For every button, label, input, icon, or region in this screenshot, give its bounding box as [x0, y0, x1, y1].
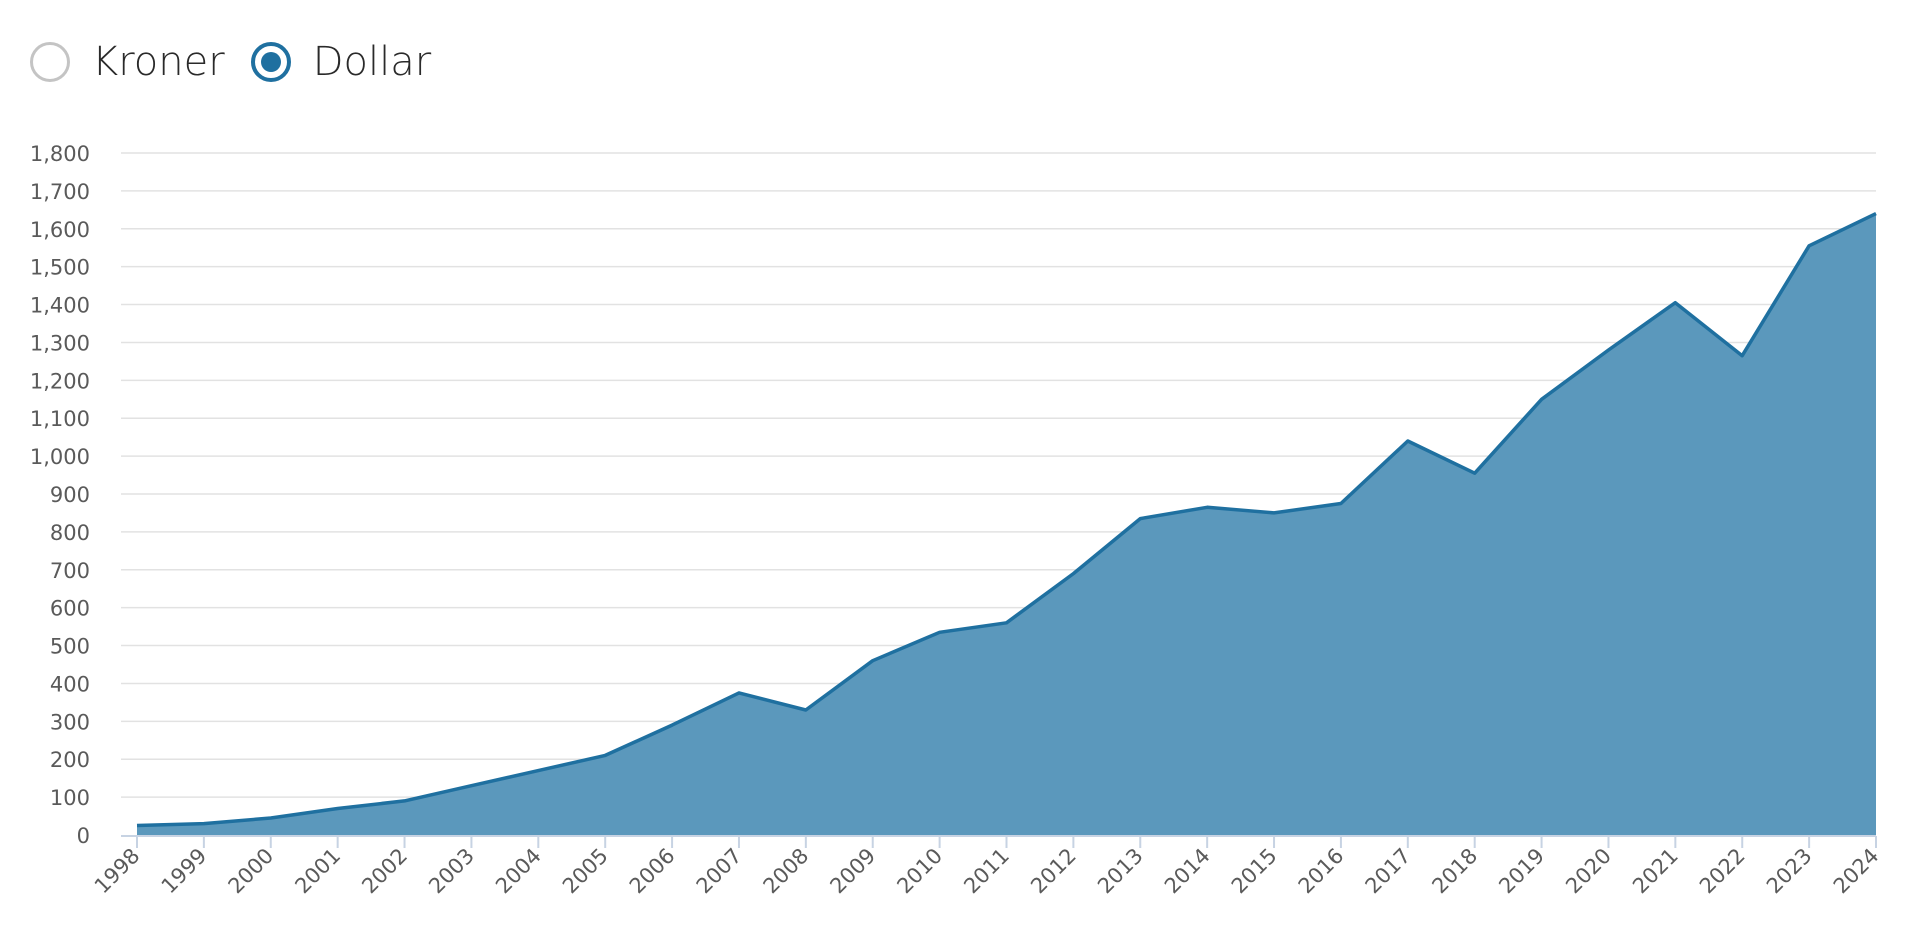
- x-tick-label: 2021: [1628, 844, 1683, 899]
- y-tick-label: 800: [50, 521, 90, 545]
- y-tick-label: 1,500: [30, 256, 90, 280]
- y-tick-label: 600: [50, 597, 90, 621]
- x-tick-label: 2015: [1227, 844, 1282, 899]
- x-tick-label: 2003: [424, 844, 479, 899]
- y-tick-label: 1,400: [30, 294, 90, 318]
- series-area-layer: [136, 212, 1877, 836]
- y-tick-label: 200: [50, 748, 90, 772]
- y-tick-label: 900: [50, 483, 90, 507]
- x-axis-tick-labels: 1998 1999 2000 2001 2002 2003 2004 2005 2006 2007…: [90, 836, 1884, 898]
- y-tick-label: 1,600: [30, 218, 90, 242]
- y-tick-label: 0: [77, 824, 90, 848]
- y-tick-label: 500: [50, 635, 90, 659]
- y-tick-label: 1,200: [30, 369, 90, 393]
- x-tick-label: 2020: [1561, 844, 1616, 899]
- x-tick-label: 2005: [558, 844, 613, 899]
- x-tick-label: 2013: [1093, 844, 1148, 899]
- y-axis-tick-labels: 0 100 200 300 400 500 600 700 800 900 1,000 1,100 1,…: [30, 142, 90, 848]
- x-tick-label: 2018: [1427, 844, 1482, 899]
- x-tick-label: 2000: [224, 844, 279, 899]
- y-tick-label: 1,300: [30, 331, 90, 355]
- y-tick-label: 300: [50, 710, 90, 734]
- x-tick-label: 2002: [357, 844, 412, 899]
- x-tick-label: 1999: [157, 844, 212, 899]
- x-tick-label: 2009: [825, 844, 880, 899]
- x-tick-label: 1998: [90, 844, 145, 899]
- dollar-label: Dollar: [312, 39, 432, 85]
- y-tick-label: 1,100: [30, 407, 90, 431]
- x-tick-label: 2001: [290, 844, 345, 899]
- x-tick-label: 2016: [1294, 844, 1349, 899]
- dollar-radio-icon[interactable]: [250, 42, 291, 82]
- x-tick-label: 2007: [692, 844, 747, 899]
- y-tick-label: 100: [50, 786, 90, 810]
- y-tick-label: 1,700: [30, 180, 90, 204]
- currency-toggle: Kroner Dollar: [30, 22, 457, 102]
- kroner-label: Kroner: [92, 39, 225, 85]
- x-tick-label: 2006: [625, 844, 680, 899]
- y-tick-label: 1,800: [30, 142, 90, 166]
- x-tick-label: 2014: [1160, 844, 1215, 899]
- x-tick-label: 2024: [1829, 844, 1884, 899]
- series-line: [136, 212, 1877, 828]
- y-tick-label: 400: [50, 672, 90, 696]
- x-tick-label: 2023: [1762, 844, 1817, 899]
- series-area: [137, 213, 1876, 836]
- currency-option-kroner[interactable]: Kroner: [30, 39, 225, 85]
- x-tick-label: 2012: [1026, 844, 1081, 899]
- y-tick-label: 700: [50, 559, 90, 583]
- x-tick-label: 2011: [959, 844, 1014, 899]
- x-tick-label: 2010: [892, 844, 947, 899]
- x-tick-label: 2019: [1494, 844, 1549, 899]
- x-tick-label: 2017: [1361, 844, 1416, 899]
- x-tick-label: 2022: [1695, 844, 1750, 899]
- kroner-radio-icon[interactable]: [30, 42, 70, 82]
- x-tick-label: 2008: [759, 844, 814, 899]
- x-tick-label: 2004: [491, 844, 546, 899]
- currency-option-dollar[interactable]: Dollar: [250, 39, 432, 85]
- y-tick-label: 1,000: [30, 445, 90, 469]
